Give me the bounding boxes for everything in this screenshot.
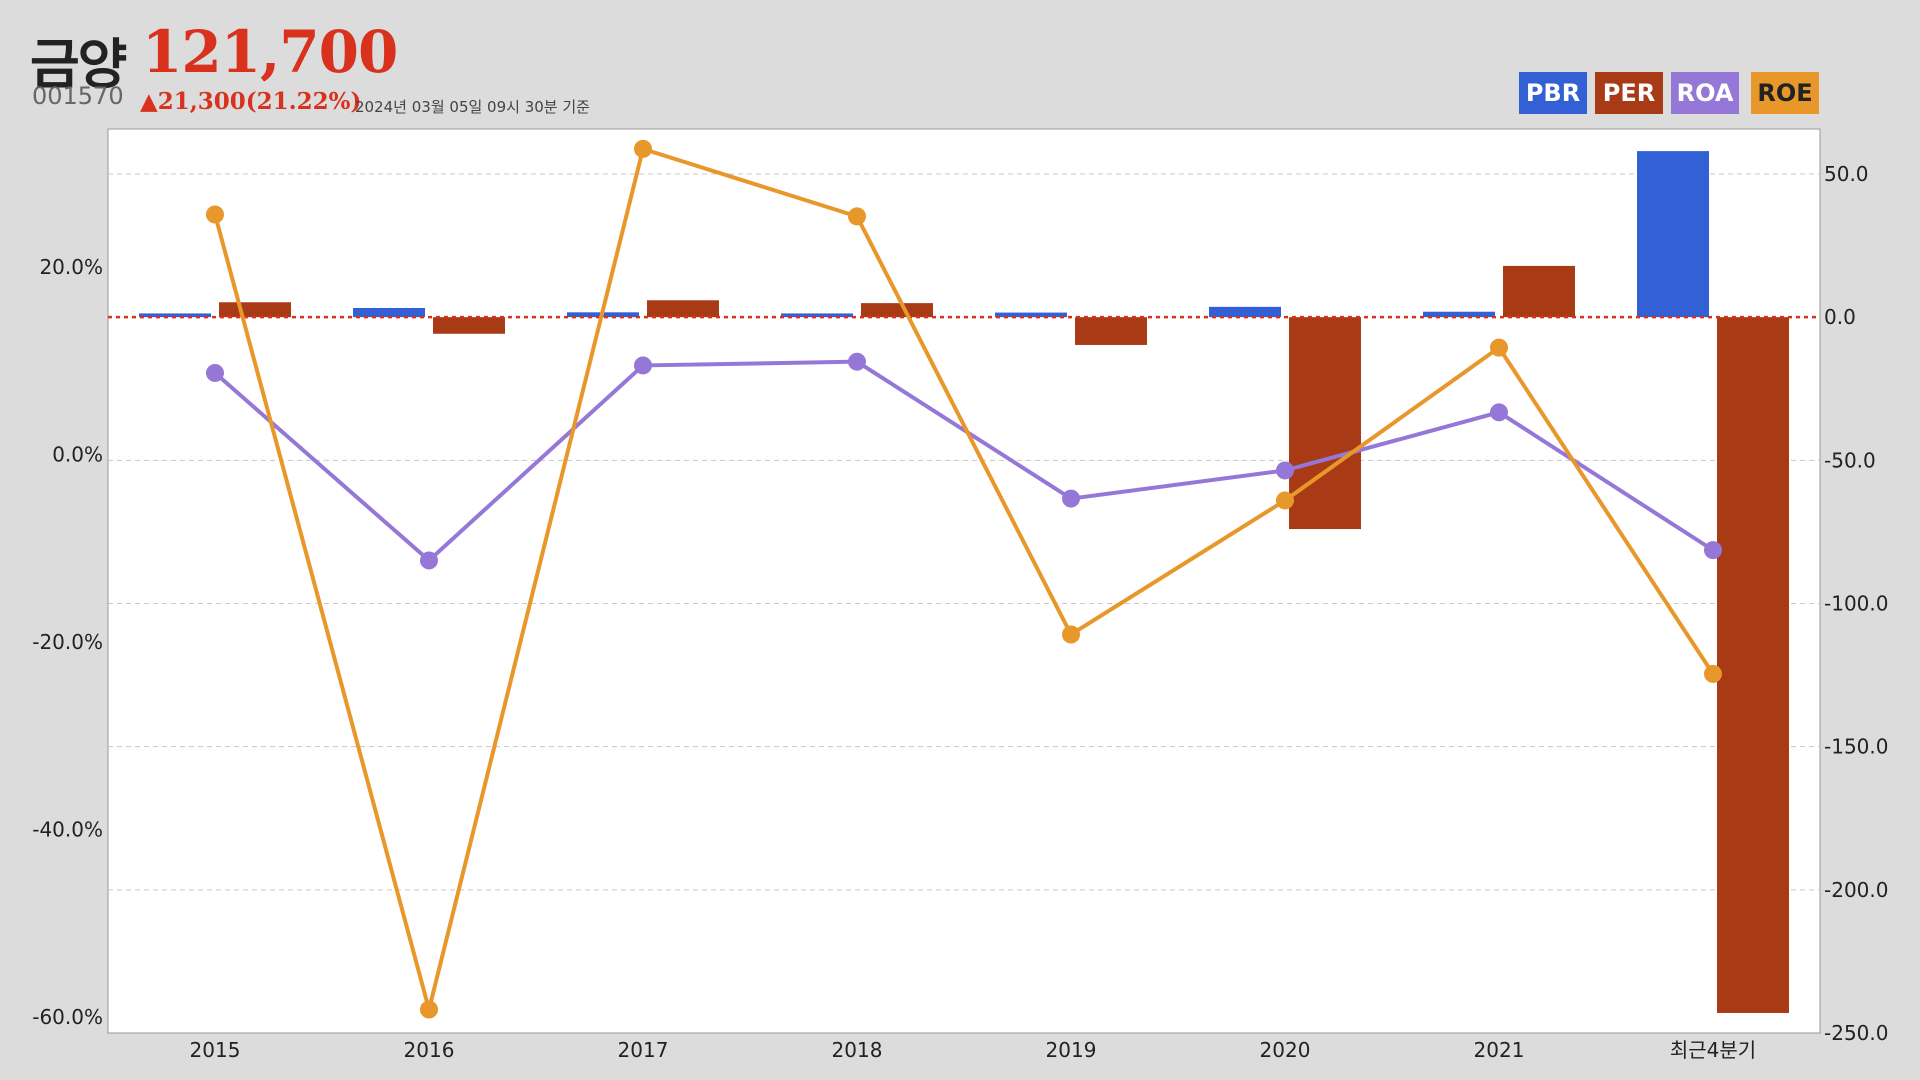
- bar-per-2018: [861, 303, 933, 318]
- bar-per-2016: [433, 317, 505, 334]
- timestamp: 2024년 03월 05일 09시 30분 기준: [355, 98, 590, 116]
- x-axis: 2015 2016 2017 2018 2019 2020 2021 최근4분기: [190, 1038, 1757, 1062]
- x-tick-label: 2016: [404, 1038, 455, 1062]
- x-tick-label: 2021: [1474, 1038, 1525, 1062]
- right-tick-label: -50.0: [1824, 448, 1876, 472]
- price-change: ▲21,300(21.22%): [140, 88, 362, 115]
- point-roa-2018: [848, 352, 866, 371]
- point-roa-2020: [1276, 461, 1294, 480]
- point-roa-2017: [634, 356, 652, 375]
- stock-code: 001570: [32, 82, 124, 110]
- left-axis: 20.0% 0.0% -20.0% -40.0% -60.0%: [32, 255, 103, 1029]
- bar-pbr-최근4분기: [1637, 151, 1709, 318]
- company-name: 금양: [30, 33, 127, 96]
- bar-pbr-2019: [995, 312, 1067, 318]
- point-roe-2021: [1490, 338, 1508, 357]
- point-roe-2020: [1276, 491, 1294, 510]
- line-roe: [213, 146, 1715, 1018]
- legend-pbr: PBR: [1519, 72, 1587, 114]
- grid: [108, 173, 1820, 891]
- point-roe-2018: [848, 207, 866, 226]
- bar-per-2017: [647, 300, 719, 318]
- point-roe-최근4분기: [1704, 664, 1722, 683]
- plot-area: [107, 128, 1821, 1034]
- point-roa-2015: [206, 363, 224, 382]
- bar-per-2020: [1289, 317, 1361, 530]
- bar-pbr-2015: [139, 313, 211, 318]
- right-tick-label: 50.0: [1824, 162, 1869, 186]
- x-tick-label: 최근4분기: [1670, 1038, 1756, 1062]
- legend-per: PER: [1595, 72, 1663, 114]
- stock-price: 121,700: [142, 18, 398, 86]
- legend-roa: ROA: [1671, 72, 1739, 114]
- bar-per-2019: [1075, 317, 1147, 345]
- x-tick-label: 2015: [190, 1038, 241, 1062]
- bar-per-2021: [1503, 265, 1575, 318]
- bar-per-2015: [219, 302, 291, 318]
- bar-pbr-2018: [781, 313, 853, 318]
- right-tick-label: -200.0: [1824, 878, 1888, 902]
- line-roa: [213, 359, 1715, 564]
- point-roe-2016: [420, 1000, 438, 1019]
- point-roe-2019: [1062, 625, 1080, 644]
- left-tick-label: 20.0%: [39, 255, 103, 279]
- x-tick-label: 2018: [832, 1038, 883, 1062]
- right-tick-label: 0.0: [1824, 305, 1856, 329]
- x-tick-label: 2019: [1046, 1038, 1097, 1062]
- bar-pbr-2016: [353, 308, 425, 318]
- x-tick-label: 2017: [618, 1038, 669, 1062]
- point-roa-최근4분기: [1704, 541, 1722, 560]
- point-roe-2015: [206, 205, 224, 224]
- point-roa-2019: [1062, 489, 1080, 508]
- left-tick-label: -20.0%: [32, 630, 103, 654]
- bar-pbr-2021: [1423, 311, 1495, 318]
- bar-pbr-2020: [1209, 306, 1281, 318]
- right-tick-label: -250.0: [1824, 1021, 1888, 1045]
- bar-per-최근4분기: [1717, 317, 1789, 1013]
- legend-roe: ROE: [1751, 72, 1819, 114]
- right-tick-label: -150.0: [1824, 735, 1888, 759]
- x-tick-label: 2020: [1260, 1038, 1311, 1062]
- right-tick-label: -100.0: [1824, 592, 1888, 616]
- point-roe-2017: [634, 139, 652, 158]
- left-tick-label: -60.0%: [32, 1005, 103, 1029]
- bars: [139, 151, 1789, 1013]
- point-roa-2021: [1490, 403, 1508, 422]
- left-tick-label: -40.0%: [32, 818, 103, 842]
- right-axis: 50.0 0.0 -50.0 -100.0 -150.0 -200.0 -250.0: [1824, 162, 1888, 1045]
- lines: [206, 139, 1722, 1019]
- left-tick-label: 0.0%: [52, 443, 103, 467]
- point-roa-2016: [420, 551, 438, 570]
